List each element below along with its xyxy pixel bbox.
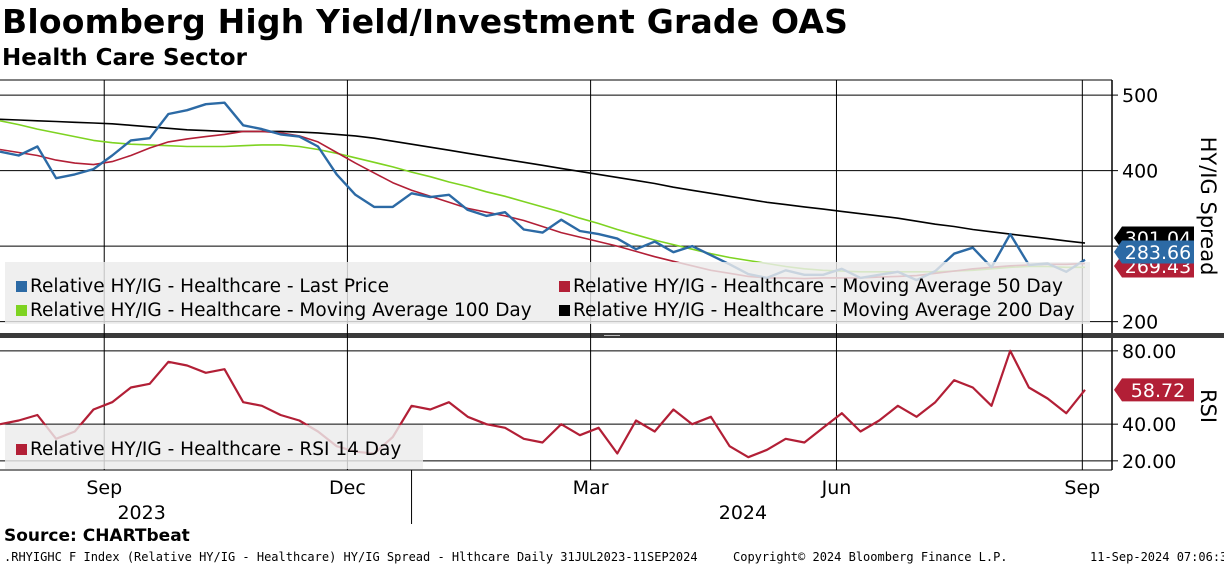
series-ma200 bbox=[0, 118, 1086, 244]
last-label-last-price-bg bbox=[1114, 240, 1194, 264]
xtick-2: Mar bbox=[573, 477, 609, 499]
series-rsi bbox=[0, 349, 1086, 459]
copyright: Copyright© 2024 Bloomberg Finance L.P. bbox=[733, 550, 1008, 564]
lower-legend-item-0-swatch bbox=[16, 444, 27, 455]
chart-subtitle: Health Care Sector bbox=[2, 45, 247, 71]
xtick-3: Jun bbox=[821, 477, 852, 499]
xtick-4: Sep bbox=[1064, 477, 1100, 499]
source-note: Source: CHARTbeat bbox=[4, 526, 190, 546]
xtick-1: Dec bbox=[329, 477, 366, 499]
upper-legend-item-0-swatch bbox=[16, 281, 27, 292]
year-label-1: 2024 bbox=[719, 502, 767, 524]
xtick-0: Sep bbox=[86, 477, 122, 499]
lower-legend-item-0-label: Relative HY/IG - Healthcare - RSI 14 Day bbox=[30, 439, 401, 460]
lower-ytick-1: 40.00 bbox=[1122, 414, 1176, 436]
upper-legend-item-1-label: Relative HY/IG - Healthcare - Moving Ave… bbox=[573, 276, 1063, 297]
upper-legend-item-2-swatch bbox=[16, 305, 27, 316]
lower-legend-box bbox=[5, 425, 423, 469]
timestamp: 11-Sep-2024 07:06:36 bbox=[1090, 550, 1224, 564]
lower-ytick-0: 80.00 bbox=[1122, 341, 1176, 363]
year-label-0: 2023 bbox=[117, 502, 165, 524]
lower-ytick-2: 20.00 bbox=[1122, 451, 1176, 473]
upper-ytick-3: 200 bbox=[1122, 312, 1158, 334]
upper-legend-item-1-swatch bbox=[559, 281, 570, 292]
series-last-price bbox=[0, 101, 1086, 282]
last-label-rsi: 58.72 bbox=[1131, 380, 1185, 402]
upper-legend-item-3-swatch bbox=[559, 305, 570, 316]
last-label-rsi-bg bbox=[1114, 378, 1194, 402]
upper-legend-item-3-label: Relative HY/IG - Healthcare - Moving Ave… bbox=[573, 300, 1075, 321]
ticker-line: .RHYIGHC F Index (Relative HY/IG - Healt… bbox=[4, 550, 698, 564]
series-ma50 bbox=[0, 130, 1086, 280]
upper-ytick-1: 400 bbox=[1122, 161, 1158, 183]
upper-ytick-0: 500 bbox=[1122, 85, 1158, 107]
upper-legend-box bbox=[5, 262, 1090, 324]
lower-ylabel: RSI bbox=[1196, 389, 1220, 423]
last-label-last-price: 283.66 bbox=[1125, 242, 1191, 264]
chart-title: Bloomberg High Yield/Investment Grade OA… bbox=[2, 2, 849, 41]
upper-legend-item-0-label: Relative HY/IG - Healthcare - Last Price bbox=[30, 276, 389, 297]
upper-ylabel: HY/IG Spread bbox=[1196, 137, 1220, 276]
upper-legend-item-2-label: Relative HY/IG - Healthcare - Moving Ave… bbox=[30, 300, 532, 321]
